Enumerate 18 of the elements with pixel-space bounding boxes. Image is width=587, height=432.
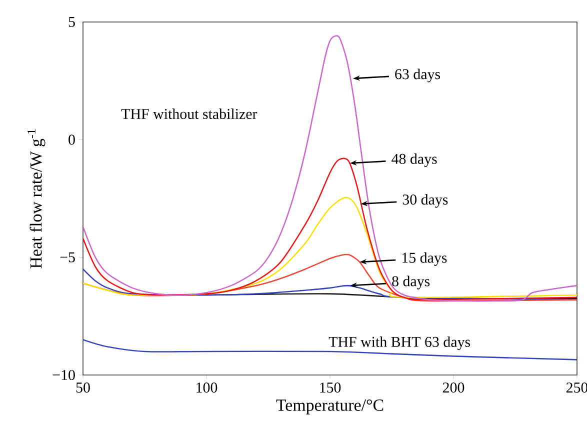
x-tick-label: 100 — [196, 382, 218, 393]
y-axis-title: Heat flow rate/W g$^{-1}$ — [28, 129, 46, 268]
annotation: THF without stabilizer — [121, 108, 258, 120]
annotation: 63 days — [395, 68, 440, 82]
y-tick-label: −5 — [60, 252, 75, 262]
annotation: 48 days — [392, 153, 437, 167]
annotation: 15 days — [402, 252, 447, 266]
annotation: THF with BHT 63 days — [328, 336, 470, 350]
y-tick-label: 5 — [68, 17, 75, 27]
x-tick-label: 150 — [320, 382, 341, 393]
line-series — [83, 35, 578, 302]
annotation: 30 days — [402, 194, 448, 208]
annotation: 8 days — [392, 276, 430, 290]
x-tick-label: 200 — [442, 382, 464, 393]
y-tick-label: 0 — [68, 134, 75, 145]
x-axis-title: Temperature/°C — [276, 399, 384, 414]
x-tick-label: 50 — [76, 382, 90, 393]
y-tick-label: −10 — [52, 370, 75, 380]
